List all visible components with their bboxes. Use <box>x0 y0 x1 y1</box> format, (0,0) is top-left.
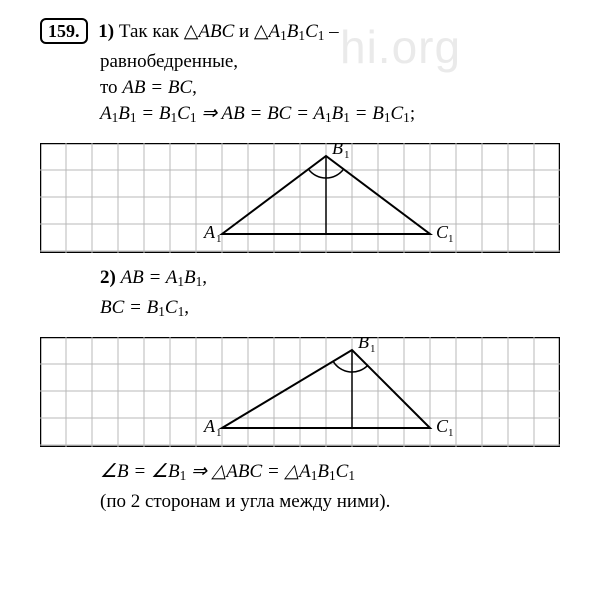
sub: 1 <box>130 110 137 125</box>
svg-text:A: A <box>203 416 216 436</box>
sub: 1 <box>329 468 336 483</box>
t: то <box>100 77 122 98</box>
line-7: ∠B = ∠B1 ⇒ △ABC = △A1B1C1 <box>100 459 560 489</box>
line-8: (по 2 сторонам и угла между ними). <box>100 489 560 515</box>
t: , <box>202 267 207 288</box>
t: ; <box>410 103 415 124</box>
sub: 1 <box>280 28 287 43</box>
triangle-grid-2: A1B1C1 <box>40 337 560 447</box>
t: ⇒ △ABC = △A <box>186 461 310 482</box>
math-problem-page: hi.org 159. 1) Так как △ABC и △A1B1C1 – … <box>0 0 600 596</box>
line-1: 159. 1) Так как △ABC и △A1B1C1 – <box>40 18 560 49</box>
t: C <box>177 103 190 124</box>
sub: 1 <box>343 110 350 125</box>
t: B <box>184 267 196 288</box>
diagram-2: A1B1C1 <box>40 337 560 447</box>
t: A <box>100 103 112 124</box>
t: B <box>332 103 344 124</box>
t: , <box>192 77 197 98</box>
t: ∠B = ∠B <box>100 461 180 482</box>
t: , <box>184 297 189 318</box>
svg-text:A: A <box>203 222 216 242</box>
sub: 1 <box>158 304 165 319</box>
t: ABC <box>198 21 234 42</box>
t: Так как △ <box>119 21 199 42</box>
line-6: BC = B1C1, <box>100 295 560 325</box>
line-5: 2) AB = A1B1, <box>100 265 560 295</box>
sub: 1 <box>325 110 332 125</box>
t: B <box>287 21 299 42</box>
svg-text:1: 1 <box>216 233 222 245</box>
t: и △ <box>234 21 268 42</box>
t: C <box>336 461 349 482</box>
t: B <box>317 461 329 482</box>
svg-text:1: 1 <box>448 427 454 439</box>
t: C <box>165 297 178 318</box>
sub: 1 <box>348 468 355 483</box>
part1-number: 1) <box>98 21 114 42</box>
t: AB = A <box>121 267 178 288</box>
line-4: A1B1 = B1C1 ⇒ AB = BC = A1B1 = B1C1; <box>100 101 560 131</box>
t: = B <box>137 103 171 124</box>
svg-text:1: 1 <box>370 343 376 355</box>
svg-text:B: B <box>358 337 369 352</box>
problem-number: 159. <box>40 18 88 44</box>
t: C <box>390 103 403 124</box>
sub: 1 <box>403 110 410 125</box>
t: ⇒ AB = BC = A <box>196 103 324 124</box>
svg-text:B: B <box>332 143 343 158</box>
t: BC = B <box>100 297 158 318</box>
t: AB = BC <box>122 77 192 98</box>
diagram-1: A1B1C1 <box>40 143 560 253</box>
t: B <box>118 103 130 124</box>
line-3: то AB = BC, <box>100 75 560 101</box>
t: – <box>324 21 338 42</box>
t: A <box>269 21 281 42</box>
part2-number: 2) <box>100 267 121 288</box>
svg-text:1: 1 <box>344 149 350 161</box>
svg-text:1: 1 <box>448 233 454 245</box>
t: = B <box>350 103 384 124</box>
line-2: равнобедренные, <box>100 49 560 75</box>
t: C <box>305 21 318 42</box>
svg-text:1: 1 <box>216 427 222 439</box>
triangle-grid-1: A1B1C1 <box>40 143 560 253</box>
